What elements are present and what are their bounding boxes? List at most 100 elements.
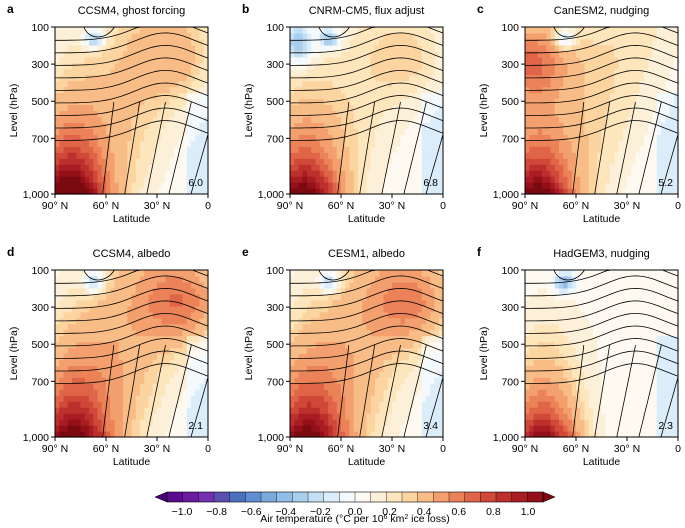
heatmap-cell: [614, 182, 620, 189]
heatmap-cell: [302, 110, 308, 118]
heatmap-cell: [400, 164, 406, 171]
heatmap-cell: [379, 86, 385, 94]
heatmap-cell: [315, 104, 321, 112]
heatmap-cell: [383, 116, 389, 124]
heatmap-cell: [349, 395, 355, 402]
panel-letter: b: [242, 2, 249, 16]
heatmap-cell: [383, 425, 389, 432]
heatmap-cell: [80, 299, 86, 307]
heatmap-cell: [307, 80, 312, 88]
heatmap-cell: [529, 170, 535, 177]
heatmap-cell: [580, 122, 586, 129]
heatmap-cell: [135, 146, 141, 153]
heatmap-cell: [375, 92, 380, 100]
heatmap-cell: [131, 44, 137, 52]
heatmap-cell: [298, 164, 304, 171]
heatmap-cell: [370, 182, 376, 189]
heatmap-cell: [324, 305, 329, 313]
heatmap-cell: [140, 152, 145, 159]
heatmap-cell: [533, 56, 539, 64]
heatmap-cell: [571, 188, 577, 195]
heatmap-cell: [174, 44, 179, 52]
heatmap-cell: [593, 56, 598, 64]
heatmap-cell: [135, 359, 141, 367]
heatmap-cell: [353, 347, 359, 355]
heatmap-cell: [661, 128, 666, 135]
heatmap-cell: [302, 128, 308, 135]
heatmap-cell: [324, 74, 329, 82]
heatmap-cell: [324, 188, 329, 195]
heatmap-cell: [525, 32, 530, 40]
heatmap-cell: [144, 293, 150, 301]
heatmap-cell: [199, 32, 205, 40]
heatmap-cell: [648, 62, 654, 70]
heatmap-cell: [341, 152, 346, 159]
heatmap-cell: [400, 305, 406, 313]
heatmap-cell: [110, 74, 116, 82]
heatmap-cell: [169, 299, 175, 307]
heatmap-cell: [307, 38, 312, 46]
heatmap-cell: [627, 140, 632, 147]
heatmap-cell: [332, 38, 338, 46]
heatmap-cell: [186, 38, 192, 46]
heatmap-cell: [307, 413, 312, 420]
contour-line: [55, 300, 209, 322]
heatmap-cell: [298, 299, 304, 307]
heatmap-cell: [161, 164, 167, 171]
heatmap-cell: [383, 287, 389, 295]
heatmap-cell: [315, 32, 321, 40]
heatmap-cell: [542, 152, 547, 159]
heatmap-cell: [186, 293, 192, 301]
heatmap-cell: [404, 305, 410, 313]
heatmap-cell: [135, 395, 141, 402]
heatmap-cell: [622, 128, 628, 135]
heatmap-cell: [358, 50, 363, 58]
heatmap-cell: [80, 122, 86, 129]
heatmap-cell: [59, 164, 65, 171]
heatmap-cell: [76, 389, 82, 396]
heatmap-cell: [80, 146, 86, 153]
heatmap-cell: [140, 110, 145, 118]
heatmap-cell: [563, 27, 569, 34]
heatmap-cell: [165, 110, 171, 118]
heatmap-cell: [161, 389, 167, 396]
heatmap-cell: [290, 98, 295, 106]
heatmap-cell: [353, 27, 359, 34]
heatmap-cell: [546, 92, 552, 100]
heatmap-cell: [644, 86, 649, 94]
heatmap-cell: [319, 68, 325, 76]
heatmap-cell: [203, 395, 209, 402]
heatmap-cell: [195, 98, 201, 106]
heatmap-cell: [648, 128, 654, 135]
heatmap-cell: [131, 353, 137, 361]
heatmap-cell: [336, 401, 342, 408]
y-tick-label: 100: [31, 265, 49, 277]
heatmap-cell: [110, 317, 116, 325]
heatmap-cell: [563, 134, 569, 141]
heatmap-cell: [387, 62, 393, 70]
heatmap-cell: [80, 80, 86, 88]
heatmap-cell: [315, 407, 321, 414]
heatmap-cell: [84, 341, 90, 349]
heatmap-cell: [358, 341, 363, 349]
heatmap-cell: [370, 413, 376, 420]
heatmap-cell: [178, 305, 184, 313]
heatmap-cell: [362, 50, 368, 58]
heatmap-cell: [375, 270, 380, 277]
heatmap-cell: [370, 275, 376, 283]
heatmap-cell: [84, 50, 90, 58]
heatmap-cell: [332, 293, 338, 301]
heatmap-cell: [421, 104, 427, 112]
heatmap-cell: [635, 50, 641, 58]
heatmap-cell: [345, 44, 351, 52]
heatmap-cell: [161, 287, 167, 295]
heatmap-cell: [366, 359, 372, 367]
heatmap-cell: [157, 188, 162, 195]
heatmap-cell: [430, 158, 436, 165]
heatmap-cell: [665, 38, 671, 46]
contour-line: [525, 107, 679, 129]
heatmap-cell: [195, 413, 201, 420]
heatmap-cell: [80, 27, 86, 34]
y-tick-label: 500: [31, 339, 49, 351]
heatmap-cell: [584, 80, 590, 88]
